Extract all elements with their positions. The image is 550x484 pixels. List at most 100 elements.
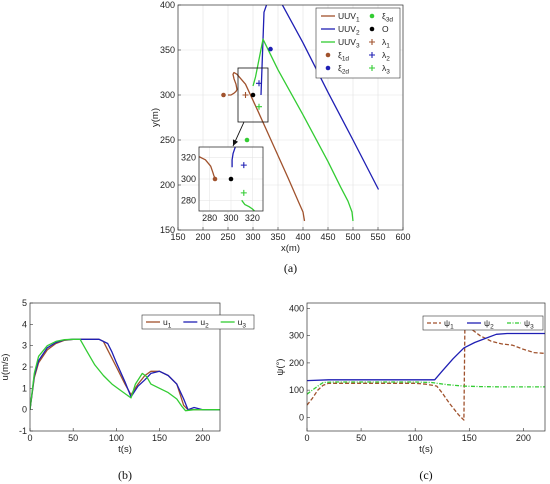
series-line-ψ2 <box>307 332 545 382</box>
legend-marker <box>369 26 375 32</box>
legend-label: O <box>382 24 389 34</box>
series-group <box>199 147 255 211</box>
marker-λ2 <box>240 162 247 169</box>
y-tick-label: 2 <box>22 362 27 372</box>
x-tick-label: 250 <box>220 232 235 242</box>
y-axis-label: ψ(°) <box>275 359 286 376</box>
inset-plot: 280 300 320 280 300 320 <box>181 146 264 223</box>
inset-frame <box>198 146 264 212</box>
panel-caption: (c) <box>419 468 432 482</box>
x-tick-label: 550 <box>370 232 385 242</box>
y-tick-label: 0 <box>22 405 27 415</box>
y-tick-label: 100 <box>289 385 304 395</box>
x-tick-label: 150 <box>152 433 167 443</box>
panel-caption: (a) <box>284 261 297 275</box>
legend-marker <box>369 13 375 19</box>
series-line-ψ3 <box>307 381 545 395</box>
inset-y-tick-label: 320 <box>181 153 196 163</box>
y-tick-label: 1 <box>22 383 27 393</box>
y-tick-label: 0 <box>299 412 304 422</box>
legend-label: UUV3 <box>338 37 360 50</box>
marker-λ3 <box>256 103 262 110</box>
plot-frame <box>306 302 546 432</box>
x-axis-label: t(s) <box>118 444 132 455</box>
legend-box <box>422 315 544 331</box>
zoom-arrow-head <box>232 139 239 146</box>
panel-c-heading-plot: 0 50 100 150 200 0 100 200 300 400 t(s) ψ(°) (c) ψ1 ψ2… <box>275 302 546 482</box>
y-tick-label: 5 <box>22 298 27 308</box>
series-line-UUV2 <box>260 5 380 190</box>
marker-O <box>250 92 256 98</box>
y-tick-label: 250 <box>160 135 175 145</box>
legend-label: u1 <box>163 317 172 330</box>
x-axis-label: t(s) <box>419 444 433 455</box>
y-tick-label: 200 <box>160 180 175 190</box>
series-group <box>221 5 380 222</box>
x-tick-label: 450 <box>320 232 335 242</box>
marker-λ1 <box>242 92 249 98</box>
series-line-UUV3 <box>252 38 354 222</box>
y-tick-label: -1 <box>19 426 27 436</box>
x-tick-label: 50 <box>356 433 366 443</box>
x-tick-label: 500 <box>345 232 360 242</box>
legend-label: λ1 <box>382 37 390 50</box>
legend-label: ψ2 <box>484 318 494 331</box>
panel-caption: (b) <box>118 468 132 482</box>
legend-marker <box>325 52 331 58</box>
legend: ψ1 ψ2 ψ3 <box>422 315 544 331</box>
legend-box <box>141 314 255 330</box>
x-tick-label: 200 <box>195 433 210 443</box>
legend-label: u2 <box>200 317 209 330</box>
series-line-ψ1 <box>307 324 545 421</box>
zoom-box <box>237 67 269 123</box>
marker-O <box>228 176 234 182</box>
marker-ξ2d <box>268 46 273 52</box>
legend-box <box>315 7 401 79</box>
y-tick-label: 400 <box>289 303 304 313</box>
inset-y-tick-label: 280 <box>181 195 196 205</box>
inset-y-tick-label: 300 <box>181 174 196 184</box>
y-axis-label: y(m) <box>150 108 161 127</box>
marker-λ2 <box>256 80 262 87</box>
y-tick-label: 400 <box>160 0 175 10</box>
x-tick-label: 350 <box>270 232 285 242</box>
series-group <box>30 338 220 412</box>
x-tick-label: 100 <box>408 433 423 443</box>
y-tick-label: 150 <box>160 225 175 235</box>
series-line-UUV1 <box>199 156 216 179</box>
legend-label: ξ3d <box>382 11 393 24</box>
x-tick-label: 100 <box>109 433 124 443</box>
marker-ξ1d <box>221 92 226 98</box>
legend-label: ξ1d <box>338 50 349 63</box>
x-tick-label: 0 <box>304 433 309 443</box>
inset-x-tick-label: 320 <box>245 213 260 223</box>
legend-label: ψ1 <box>444 318 454 331</box>
x-axis-label: x(m) <box>281 243 300 254</box>
legend-marker <box>369 39 375 45</box>
x-tick-label: 400 <box>295 232 310 242</box>
legend-marker <box>369 65 375 71</box>
y-tick-label: 300 <box>289 331 304 341</box>
legend-label: λ3 <box>382 63 390 76</box>
marker-ξ3d <box>244 137 250 143</box>
series-line-u2 <box>30 338 220 411</box>
series-line-UUV2 <box>231 147 236 168</box>
series-line-UUV1 <box>228 71 306 222</box>
series-line-u1 <box>30 338 220 411</box>
marker-ξ1d <box>212 176 218 182</box>
legend-label: UUV1 <box>338 11 360 24</box>
y-axis-label: u(m/s) <box>0 354 11 381</box>
y-tick-label: 200 <box>289 358 304 368</box>
inset-x-tick-label: 280 <box>202 213 217 223</box>
legend: UUV1 ξ3d UUV2 O UUV3 λ1 ξ1d λ2 ξ2d λ3 <box>315 7 401 79</box>
x-tick-label: 50 <box>68 433 78 443</box>
legend-label: ψ3 <box>524 318 534 331</box>
legend-label: u3 <box>238 317 247 330</box>
plot-frame <box>29 302 221 432</box>
plot-frame <box>177 4 404 231</box>
legend-label: UUV2 <box>338 24 360 37</box>
x-tick-label: 0 <box>27 433 32 443</box>
y-tick-label: 4 <box>22 319 27 329</box>
